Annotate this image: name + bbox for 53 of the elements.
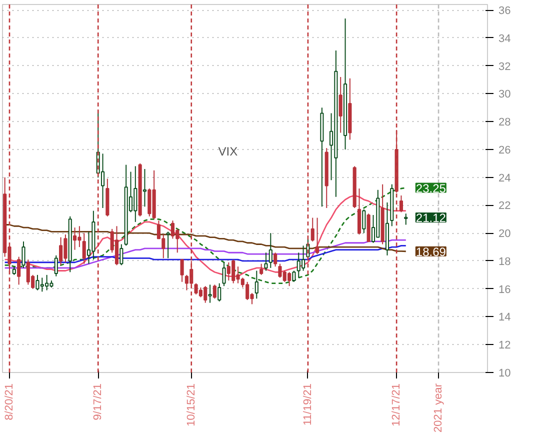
candlestick [404,213,408,226]
y-tick-label: 34 [498,32,511,45]
y-tick-label: 32 [498,60,511,73]
y-tick-label: 30 [498,88,511,101]
candlestick [260,263,264,276]
y-tick-label: 16 [498,284,511,296]
candlestick [254,270,258,300]
candlestick [338,76,342,134]
candlestick [17,256,21,286]
candlestick [22,240,26,268]
data-label: 18.69 [416,244,446,259]
y-tick-label: 14 [498,312,511,324]
candlestick [54,254,58,277]
candlestick [73,227,77,250]
candlestick [357,188,362,235]
y-tick-label: 36 [498,5,511,18]
x-tick-label: 12/17/21 [390,383,403,426]
candlestick [268,232,272,268]
data-label: 23.25 [416,181,446,196]
candlestick [212,284,216,300]
candlestick [82,232,86,264]
candlestick [120,244,124,266]
candlestick [362,208,366,234]
x-tick-label: 8/20/21 [3,384,16,420]
y-tick-label: 20 [498,228,511,240]
candlestick [142,168,147,208]
candlestick [114,226,119,266]
candlestick [166,231,170,259]
y-tick-label: 12 [498,340,511,352]
annotation: VIX [218,144,238,159]
candlestick [274,252,278,268]
y-tick-label: 24 [498,172,511,184]
x-tick-label: 2021 year [432,383,445,432]
candlestick [399,194,404,213]
candlestick [100,153,105,209]
x-tick-label: 9/17/21 [92,384,104,420]
candlestick [292,270,296,282]
x-tick-label: 10/15/21 [185,383,198,426]
candlestick [264,252,268,272]
y-tick-label: 18 [498,256,511,268]
candlestick [59,236,63,266]
text: 21.12 [416,210,446,225]
candlestick [208,284,212,304]
candlestick [180,259,184,282]
x-tick-label: 11/19/21 [302,383,314,426]
candlestick [316,217,320,255]
candlestick [310,217,314,242]
y-tick-label: 26 [498,144,511,156]
candlestick [218,282,222,302]
y-tick-label: 22 [498,200,511,212]
candlestick [222,262,226,287]
y-tick-label: 28 [498,116,511,129]
y-tick-label: 10 [498,368,511,380]
